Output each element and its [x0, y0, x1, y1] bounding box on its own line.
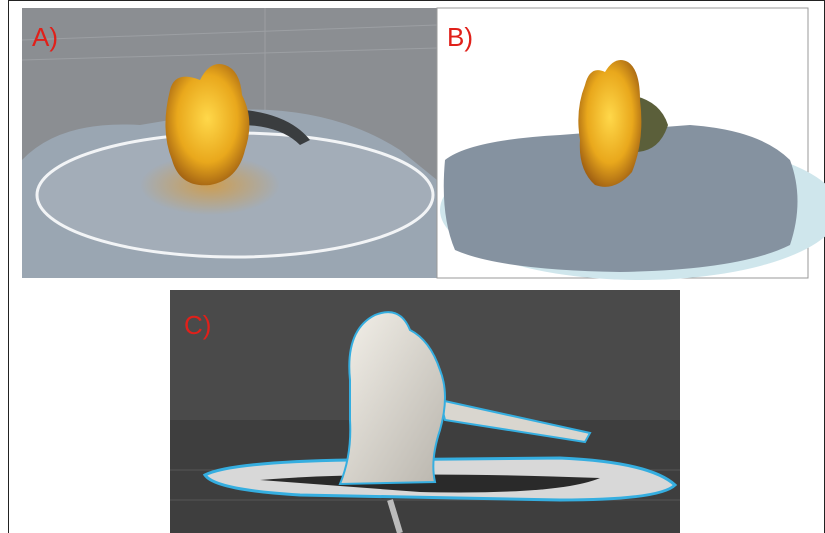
- branch: [240, 110, 310, 145]
- grid-line: [21, 47, 438, 61]
- terrain: [443, 125, 798, 272]
- grid-line: [21, 24, 438, 41]
- panel-c: C): [170, 290, 680, 533]
- panel-label: A): [32, 22, 58, 52]
- panel-label: C): [184, 310, 211, 340]
- object: [165, 64, 250, 186]
- axis: [387, 499, 403, 533]
- object: [578, 59, 642, 187]
- panel-label: B): [447, 22, 473, 52]
- panel-b: B): [436, 7, 825, 280]
- object: [338, 311, 446, 486]
- panel-a: A): [21, 8, 438, 278]
